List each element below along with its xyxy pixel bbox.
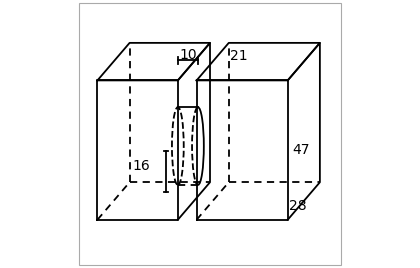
Text: 16: 16 xyxy=(133,159,150,173)
Text: 28: 28 xyxy=(289,199,307,213)
Text: 47: 47 xyxy=(293,143,310,157)
Text: 10: 10 xyxy=(179,48,197,62)
Text: 21: 21 xyxy=(230,49,248,63)
